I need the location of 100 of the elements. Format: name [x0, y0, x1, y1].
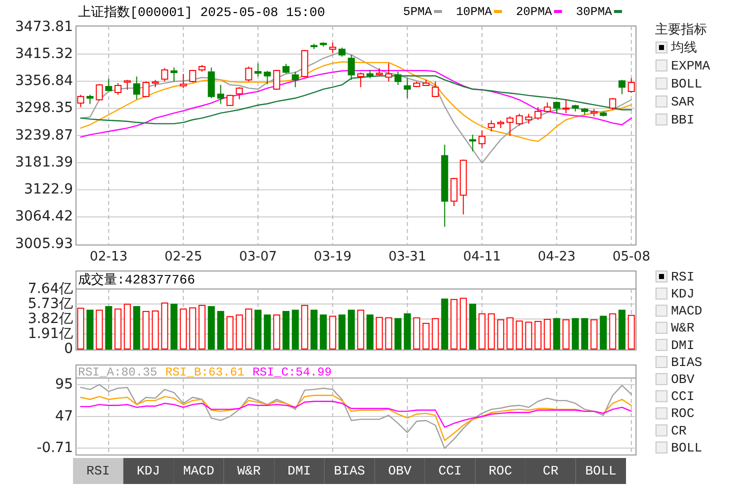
- text: BOLL: [671, 76, 702, 92]
- y-tick-label: 47: [55, 408, 73, 424]
- text: BIAS: [334, 463, 366, 478]
- candlestick: [544, 102, 551, 113]
- candlestick: [432, 81, 439, 98]
- candlestick: [394, 71, 402, 86]
- text: KDJ: [671, 286, 694, 302]
- text: ROC: [488, 463, 512, 478]
- candlestick: [516, 113, 523, 126]
- candlestick: [618, 79, 626, 95]
- y-tick-label: 95: [55, 376, 73, 392]
- candlestick: [553, 100, 560, 114]
- bar: [254, 310, 262, 350]
- text: MACD: [671, 304, 702, 319]
- legend-label: 10PMA: [456, 5, 493, 20]
- bar: [264, 314, 271, 350]
- y-tick-label: 1.91亿: [28, 326, 73, 342]
- text: CR: [671, 423, 687, 438]
- candlestick: [86, 94, 94, 104]
- candlestick: [142, 81, 150, 98]
- bar: [217, 310, 224, 350]
- series-label: RSI_A:80.35: [78, 366, 158, 380]
- y-tick-label: 3064.42: [15, 208, 73, 225]
- candlestick: [469, 134, 476, 152]
- bar: [572, 318, 579, 350]
- text: RSI: [671, 269, 694, 284]
- candlestick: [282, 63, 290, 74]
- x-tick-label: 03-07: [239, 250, 277, 265]
- text: DMI: [671, 338, 694, 353]
- candlestick: [264, 70, 271, 85]
- x-tick-label: 02-25: [164, 250, 202, 265]
- series-label: RSI_B:63.61: [165, 366, 244, 380]
- candlestick: [189, 69, 196, 84]
- candlestick: [488, 120, 495, 132]
- line-series: [80, 384, 632, 449]
- y-tick-label: 3415.32: [15, 46, 73, 62]
- legend-label: 5PMA: [403, 5, 433, 20]
- legend-label: 30PMA: [576, 5, 613, 20]
- line-series: [80, 50, 632, 164]
- text: SAR: [671, 94, 695, 110]
- candlestick: [161, 68, 168, 82]
- y-tick-label: 3122.9: [24, 182, 73, 198]
- bar: [366, 314, 374, 350]
- bar: [553, 318, 560, 350]
- series-label: RSI_C:54.99: [252, 366, 332, 380]
- y-tick-label: 5.73亿: [28, 296, 73, 312]
- candlestick: [245, 66, 252, 82]
- candlestick: [114, 82, 122, 96]
- candlestick: [180, 73, 187, 89]
- candlestick: [105, 78, 112, 91]
- y-tick-label: 0: [64, 340, 73, 357]
- candlestick: [534, 106, 542, 120]
- bar: [441, 298, 448, 350]
- text: BOLL: [585, 463, 616, 478]
- candlestick: [404, 78, 411, 99]
- bar: [600, 316, 607, 350]
- candlestick: [273, 69, 280, 90]
- candlestick: [506, 116, 514, 136]
- bar: [105, 306, 112, 350]
- text: KDJ: [136, 463, 160, 478]
- x-tick-label: 05-08: [612, 250, 650, 265]
- y-tick-label: 3356.84: [15, 73, 74, 90]
- text: BOLL: [671, 440, 702, 456]
- candlestick: [292, 71, 299, 88]
- bar: [394, 318, 402, 350]
- candlestick: [133, 76, 140, 100]
- y-tick-label: 3239.87: [15, 127, 73, 144]
- text: CR: [542, 463, 559, 478]
- y-tick-label: -0.71: [36, 440, 73, 456]
- candlestick: [357, 72, 364, 88]
- x-tick-label: 02-13: [90, 250, 128, 265]
- candlestick: [170, 67, 178, 82]
- y-tick-label: 7.64亿: [28, 280, 73, 297]
- candlestick: [562, 99, 570, 114]
- bar: [86, 310, 94, 350]
- bar: [338, 314, 346, 350]
- candlestick: [254, 62, 262, 78]
- candlestick: [217, 84, 224, 104]
- text: DMI: [288, 463, 311, 478]
- candlestick: [348, 54, 355, 80]
- text: BBI: [671, 112, 694, 128]
- bar: [282, 310, 290, 350]
- candlestick: [236, 86, 243, 100]
- bar: [469, 304, 476, 350]
- text: OBV: [671, 372, 695, 388]
- text: MACD: [183, 463, 214, 478]
- bar: [208, 306, 215, 350]
- y-tick-label: 3181.39: [15, 154, 73, 170]
- text: BIAS: [671, 354, 702, 370]
- x-tick-label: 03-31: [388, 250, 426, 265]
- bar: [320, 314, 327, 350]
- candlestick: [385, 62, 392, 82]
- text: CCI: [671, 389, 694, 404]
- chart-title: 上证指数[000001] 2025-05-08 15:00: [78, 5, 326, 20]
- bar: [348, 310, 355, 350]
- bar: [292, 310, 299, 350]
- x-tick-label: 04-11: [463, 250, 501, 265]
- text: RSI: [86, 463, 110, 478]
- text: W&R: [237, 463, 261, 478]
- x-tick-label: 04-23: [538, 250, 576, 265]
